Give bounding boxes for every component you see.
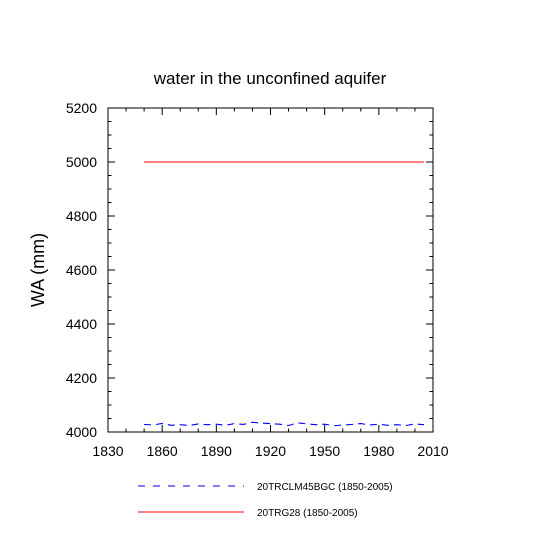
plot-frame: [107, 107, 434, 433]
x-tick-label: 1980: [363, 443, 394, 459]
series-line-1: [144, 421, 425, 427]
legend: 20TRCLM45BGC (1850-2005) 20TRG28 (1850-20…: [138, 482, 393, 519]
chart-title: water in the unconfined aquifer: [153, 69, 387, 88]
x-tick-label: 1860: [147, 443, 178, 459]
series-layer: [144, 161, 425, 427]
x-tick-label: 1920: [255, 443, 286, 459]
y-tick-label: 4200: [66, 370, 97, 386]
y-tick-label: 4800: [66, 208, 97, 224]
y-tick-label: 5000: [66, 154, 97, 170]
axis-ticks: 1830 1860 1890 1920 1950 1980 2010 4000 4200 4400…: [66, 100, 449, 459]
x-tick-label: 1890: [201, 443, 232, 459]
x-tick-label: 2010: [417, 443, 448, 459]
y-axis-label: WA (mm): [28, 233, 48, 307]
y-tick-label: 4600: [66, 262, 97, 278]
x-tick-label: 1830: [92, 443, 123, 459]
legend-label-1: 20TRCLM45BGC (1850-2005): [257, 482, 393, 493]
legend-label-2: 20TRG28 (1850-2005): [257, 508, 358, 519]
y-tick-label: 4000: [66, 424, 97, 440]
x-tick-label: 1950: [309, 443, 340, 459]
y-tick-label: 4400: [66, 316, 97, 332]
y-tick-label: 5200: [66, 100, 97, 116]
